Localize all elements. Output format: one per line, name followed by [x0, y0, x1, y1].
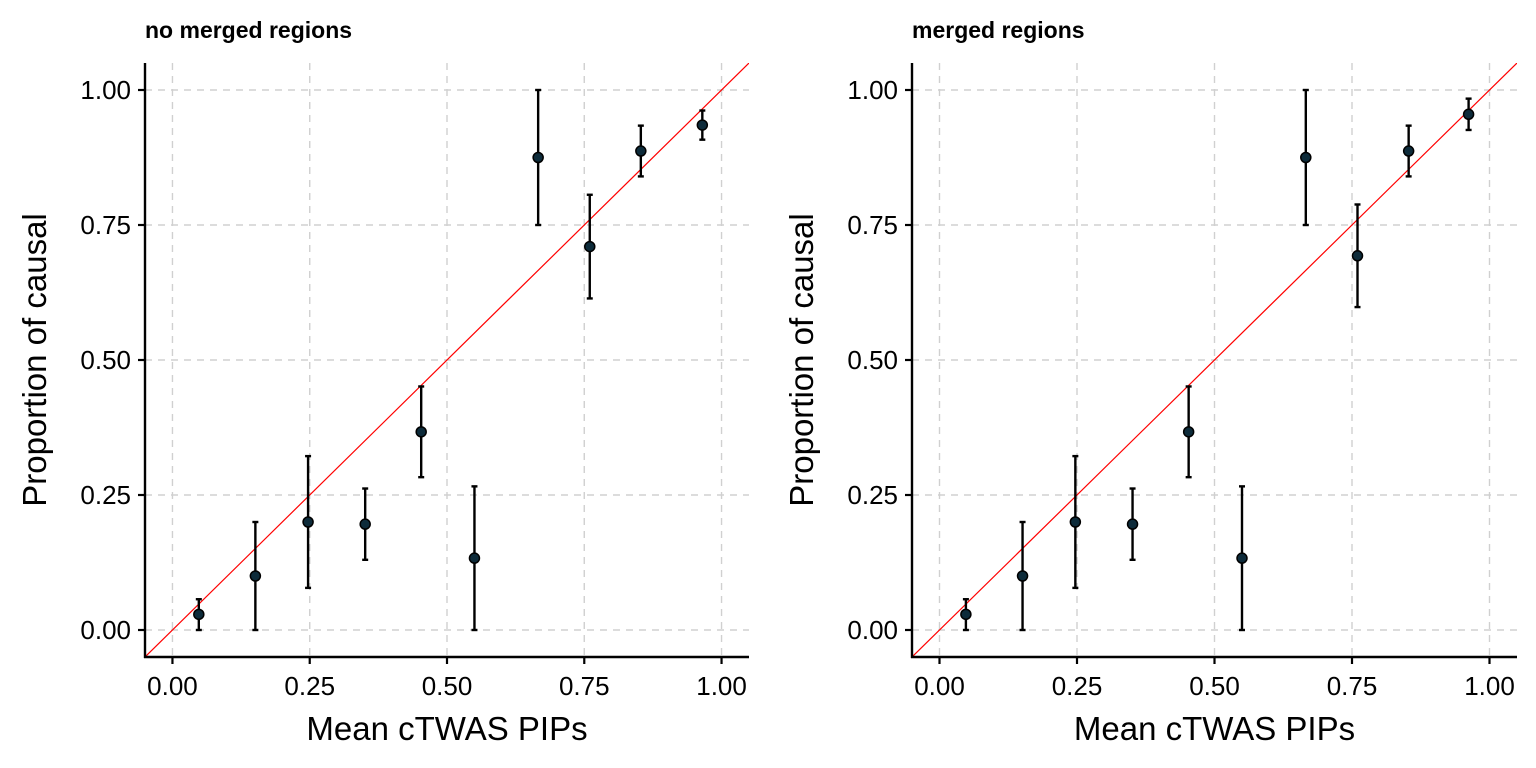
data-point — [1182, 426, 1195, 438]
panel-title: merged regions — [912, 17, 1085, 43]
x-tick-label: 0.75 — [559, 671, 610, 701]
x-tick-label: 0.00 — [914, 671, 965, 701]
x-tick-label: 0.25 — [1052, 671, 1103, 701]
data-point — [1300, 151, 1312, 164]
reference-line — [912, 63, 1517, 657]
y-tick-label: 1.00 — [847, 75, 898, 105]
x-tick-label: 0.00 — [147, 671, 198, 701]
y-tick-label: 0.25 — [80, 480, 131, 510]
data-point — [1069, 516, 1082, 528]
x-tick-label: 1.00 — [1464, 671, 1515, 701]
y-tick-label: 0.25 — [847, 480, 898, 510]
x-tick-label: 0.25 — [284, 671, 335, 701]
data-point — [1462, 108, 1475, 121]
data-point — [532, 151, 544, 164]
data-point — [249, 570, 262, 582]
data-point — [359, 518, 371, 530]
y-tick-label: 0.50 — [80, 345, 131, 375]
y-tick-label: 1.00 — [80, 75, 131, 105]
x-tick-label: 1.00 — [696, 671, 747, 701]
y-tick-label: 0.75 — [847, 210, 898, 240]
y-tick-label: 0.00 — [80, 615, 131, 645]
y-axis-title: Proportion of causal — [16, 213, 53, 507]
reference-line — [145, 63, 749, 657]
panel-title: no merged regions — [145, 17, 352, 43]
data-point — [1126, 518, 1139, 530]
data-point — [1236, 552, 1248, 564]
panel-1: 0.00 0.25 0.50 0.75 1.00 0.00 0.25 0.50 0.75 1.00… — [16, 17, 749, 747]
data-point — [696, 119, 709, 131]
data-point — [1016, 570, 1029, 582]
x-tick-label: 0.50 — [1189, 671, 1240, 701]
data-point — [302, 516, 314, 528]
panel-2: 0.00 0.25 0.50 0.75 1.00 0.00 0.25 0.50 0.75 1.00… — [783, 17, 1517, 747]
x-tick-label: 0.50 — [422, 671, 473, 701]
data-point — [584, 240, 596, 253]
x-axis-title: Mean cTWAS PIPs — [306, 710, 587, 747]
data-point — [635, 145, 647, 157]
y-tick-label: 0.50 — [847, 345, 898, 375]
data-point — [960, 608, 972, 621]
data-point — [415, 426, 427, 438]
y-axis-title: Proportion of causal — [783, 213, 820, 507]
y-tick-label: 0.75 — [80, 210, 131, 240]
data-point — [1402, 145, 1415, 157]
data-point — [468, 552, 481, 564]
data-point — [1351, 250, 1364, 262]
x-tick-label: 0.75 — [1327, 671, 1378, 701]
data-point — [193, 608, 205, 621]
x-axis-title: Mean cTWAS PIPs — [1074, 710, 1355, 747]
y-tick-label: 0.00 — [847, 615, 898, 645]
